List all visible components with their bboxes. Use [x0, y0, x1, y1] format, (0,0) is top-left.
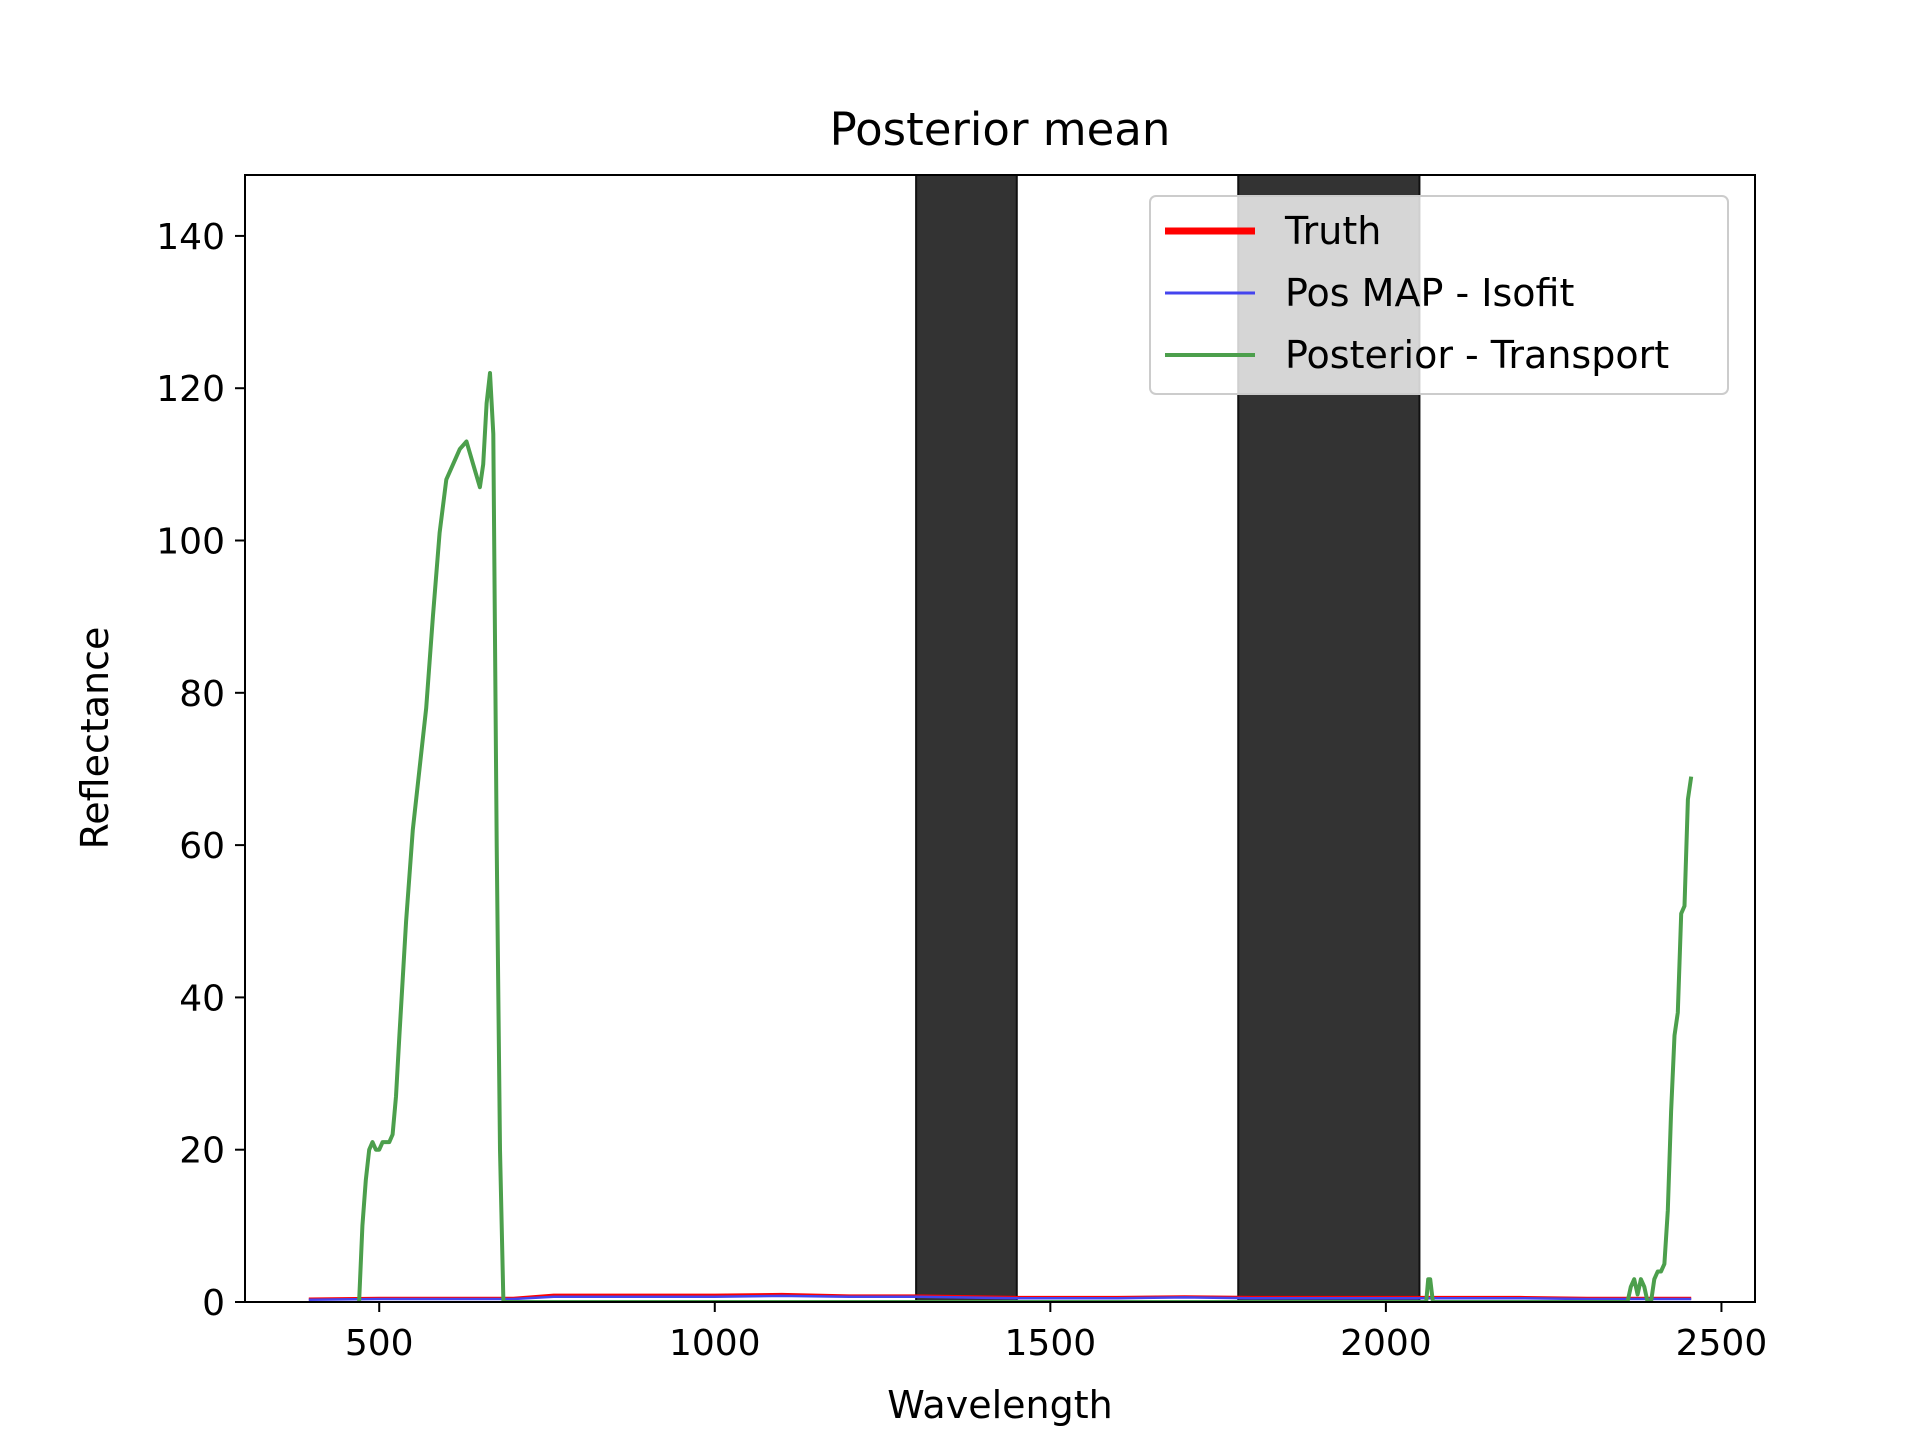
y-tick-label-7: 140	[156, 217, 225, 258]
y-tick-label-6: 120	[156, 369, 225, 410]
x-tick-label-0: 500	[345, 1323, 414, 1364]
y-tick-label-2: 40	[179, 978, 225, 1019]
series-lines	[308, 371, 1694, 1302]
y-tick-label-0: 0	[202, 1283, 225, 1324]
y-axis: 0 20 40 60 80 100 120 140	[156, 217, 245, 1324]
shaded-region-0	[915, 175, 1018, 1302]
y-tick-label-1: 20	[179, 1131, 225, 1172]
y-axis-label: Reflectance	[73, 627, 117, 850]
legend-box	[1149, 195, 1729, 395]
y-tick-label-4: 80	[179, 674, 225, 715]
chart-title: Posterior mean	[830, 103, 1171, 156]
y-tick-label-5: 100	[156, 522, 225, 563]
y-tick-label-3: 60	[179, 826, 225, 867]
x-tick-label-4: 2500	[1676, 1323, 1768, 1364]
series-line-1	[308, 1294, 1692, 1301]
x-axis-label: Wavelength	[887, 1383, 1112, 1427]
x-tick-label-2: 1500	[1005, 1323, 1097, 1364]
legend-label-1: Pos MAP - Isofit	[1285, 271, 1574, 315]
legend-label-0: Truth	[1284, 209, 1381, 253]
x-tick-label-3: 2000	[1340, 1323, 1432, 1364]
series-line-2	[357, 371, 1694, 1302]
legend-label-2: Posterior - Transport	[1285, 333, 1669, 377]
x-axis: 500 1000 1500 2000 2500	[345, 1302, 1767, 1364]
plot-frame	[244, 174, 1756, 1303]
legend: Truth Pos MAP - Isofit Posterior - Transpo…	[1149, 195, 1729, 395]
x-tick-label-1: 1000	[669, 1323, 761, 1364]
